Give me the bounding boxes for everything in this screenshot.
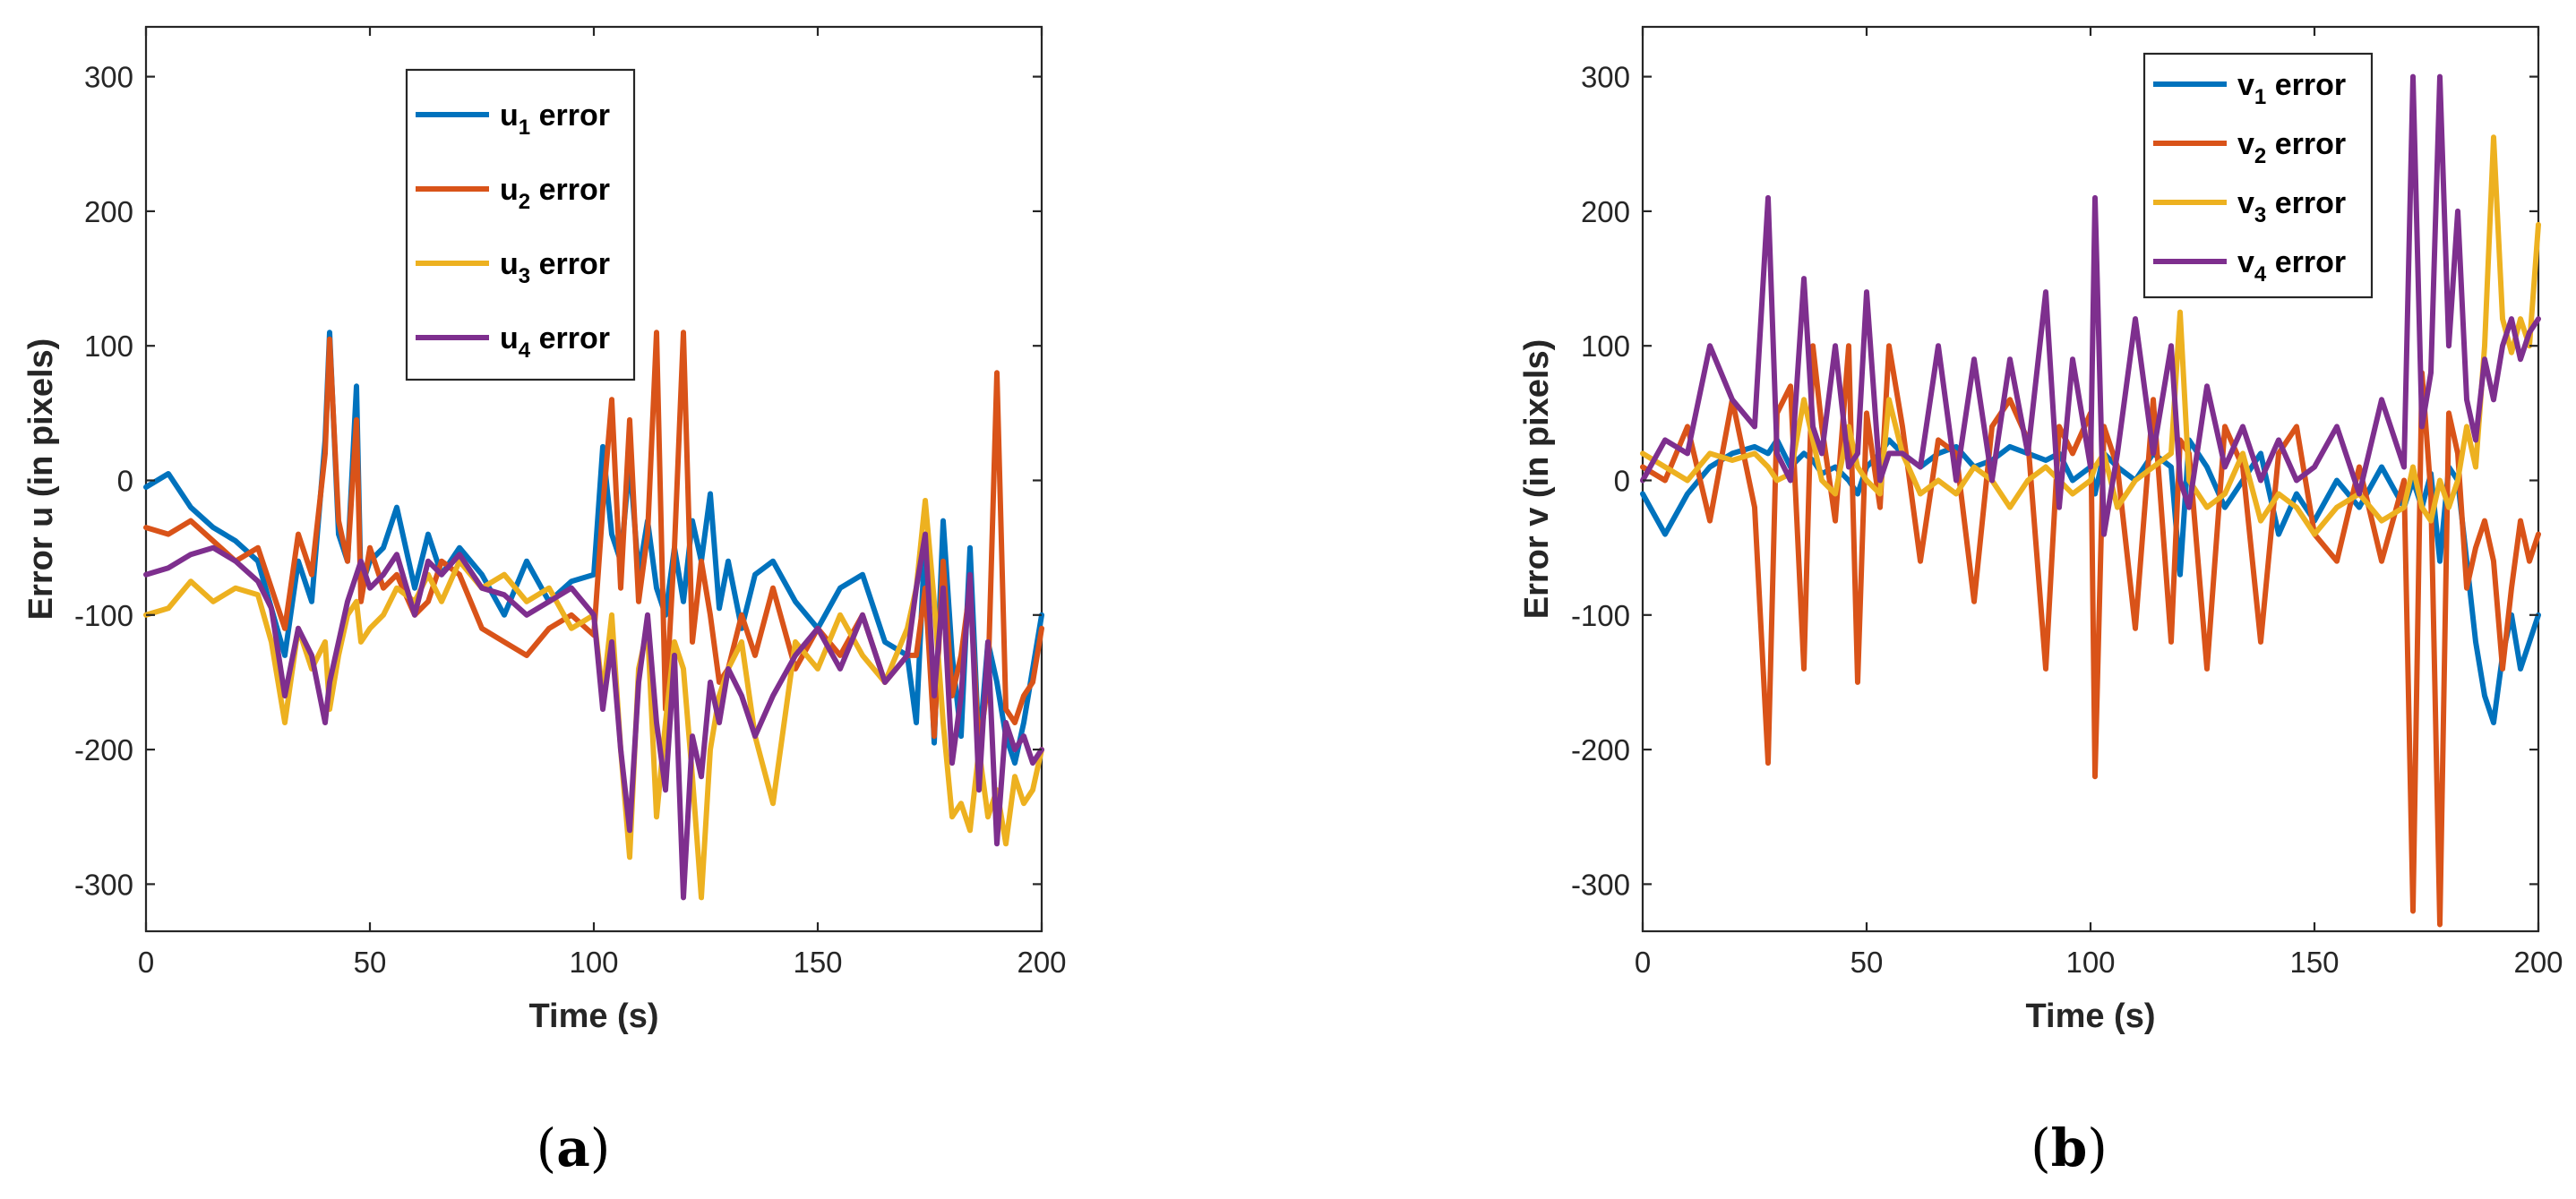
- x-tick-labels: 0 50 100 150 200: [1635, 27, 2563, 979]
- y-tick-label: -100: [1571, 599, 1630, 632]
- series-line-v4: [1640, 73, 2541, 537]
- legend-box: [405, 68, 636, 381]
- x-tick-label: 200: [1017, 946, 1066, 979]
- legend-label-u1: u1 error: [500, 98, 610, 140]
- x-tick-label: 150: [793, 946, 842, 979]
- legend-label-u4: u4 error: [500, 321, 610, 363]
- x-axis-label: Time (s): [2025, 998, 2155, 1035]
- y-tick-label: -200: [74, 733, 133, 767]
- y-tick-label: 200: [1581, 195, 1630, 228]
- legend: u1 error u2 error u3 error u4 error: [405, 68, 636, 381]
- legend-box: [2142, 52, 2374, 299]
- x-tick-label: 200: [2513, 946, 2563, 979]
- y-tick-label: -100: [74, 599, 133, 632]
- y-tick-labels: -300 -200 -100 0 100 200 300: [1571, 61, 2538, 901]
- panel-caption: (a): [537, 1118, 611, 1178]
- series-line-u4: [143, 531, 1044, 901]
- y-tick-label: 0: [117, 465, 133, 498]
- x-tick-label: 50: [1850, 946, 1884, 979]
- series-line-v2: [1640, 343, 2541, 928]
- y-tick-label: -300: [1571, 868, 1630, 901]
- legend-label-v3: v3 error: [2237, 186, 2346, 227]
- y-axis-label: Error u (in pixels): [22, 338, 60, 621]
- y-tick-label: 200: [84, 195, 133, 228]
- y-tick-label: -200: [1571, 733, 1630, 767]
- x-axis-label: Time (s): [528, 998, 658, 1035]
- x-tick-label: 0: [138, 946, 154, 979]
- x-tick-label: 150: [2289, 946, 2339, 979]
- panel-a: 0 50 100 150 200 -300 -200 -100 0 100 200 300 Time…: [22, 25, 1067, 1178]
- legend-label-v1: v1 error: [2237, 68, 2346, 109]
- y-tick-label: 300: [84, 61, 133, 94]
- y-tick-label: 100: [84, 330, 133, 363]
- y-tick-labels: -300 -200 -100 0 100 200 300: [74, 61, 1042, 901]
- x-tick-labels: 0 50 100 150 200: [138, 27, 1067, 979]
- series-lines: [1640, 73, 2541, 928]
- legend-label-v2: v2 error: [2237, 127, 2346, 168]
- y-tick-label: 100: [1581, 330, 1630, 363]
- legend-label-u3: u3 error: [500, 247, 610, 288]
- y-tick-label: 300: [1581, 61, 1630, 94]
- panel-b: 0 50 100 150 200 -300 -200 -100 0 100 200 300 Time…: [1518, 25, 2563, 1178]
- y-axis-label: Error v (in pixels): [1518, 339, 1556, 620]
- series-lines: [143, 330, 1044, 901]
- x-tick-label: 50: [354, 946, 387, 979]
- x-tick-label: 100: [569, 946, 618, 979]
- legend-label-v4: v4 error: [2237, 245, 2346, 287]
- x-tick-label: 100: [2065, 946, 2115, 979]
- x-tick-label: 0: [1635, 946, 1651, 979]
- legend-label-u2: u2 error: [500, 173, 610, 214]
- legend: v1 error v2 error v3 error v4 error: [2142, 52, 2374, 299]
- y-tick-label: 0: [1614, 465, 1630, 498]
- panel-caption: (b): [2031, 1118, 2108, 1178]
- y-tick-label: -300: [74, 868, 133, 901]
